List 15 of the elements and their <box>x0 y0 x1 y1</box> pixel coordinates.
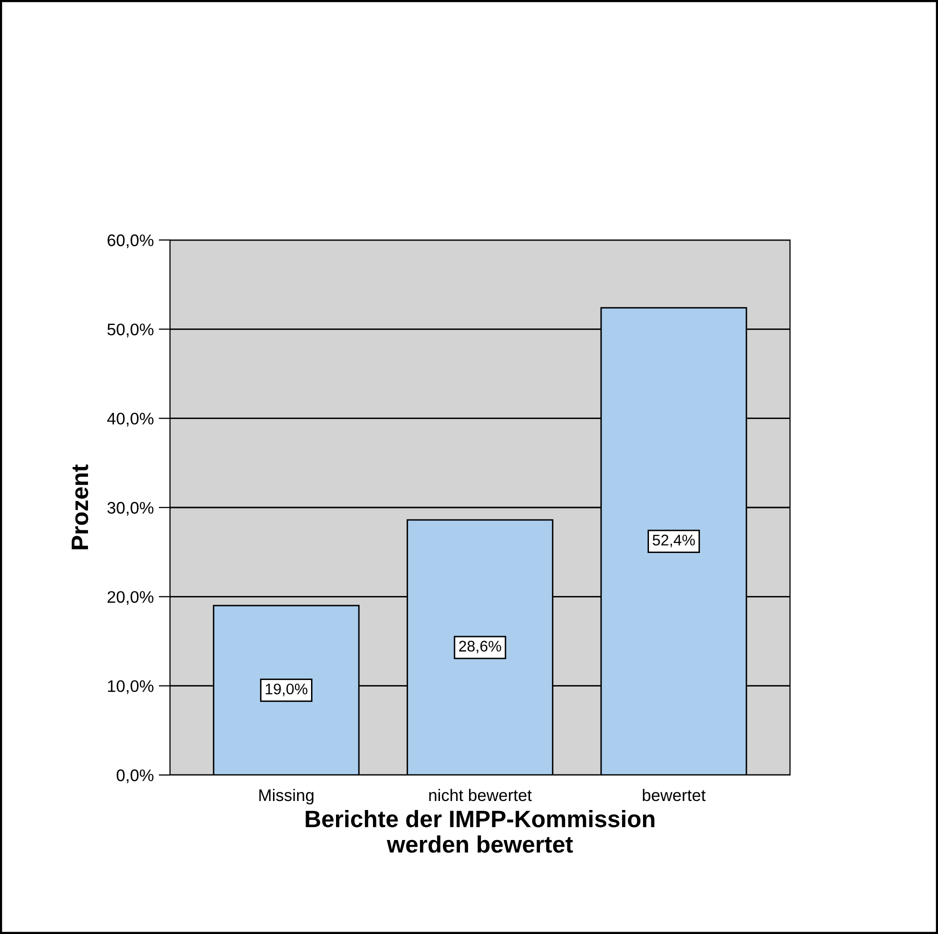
y-tick-label: 50,0% <box>107 324 154 338</box>
data-label: 19,0% <box>266 684 308 696</box>
y-tick-label: 30,0% <box>107 502 154 516</box>
x-tick-label: bewertet <box>642 788 706 802</box>
y-tick-label: 20,0% <box>108 591 154 605</box>
data-label: 52,4% <box>652 534 695 548</box>
x-tick-label: Missing <box>259 788 314 804</box>
x-tick-label: nicht bewertet <box>429 788 532 802</box>
y-axis-title: Prozent <box>72 464 88 550</box>
y-tick-label: 0,0% <box>116 769 154 784</box>
x-axis-title: Berichte der IMPP-Kommission werden bewertet <box>306 810 654 853</box>
y-tick-label: 60,0% <box>108 234 154 248</box>
y-tick-label: 40,0% <box>107 412 154 427</box>
y-tick-label: 10,0% <box>108 680 154 694</box>
data-label: 28,6% <box>459 640 502 654</box>
